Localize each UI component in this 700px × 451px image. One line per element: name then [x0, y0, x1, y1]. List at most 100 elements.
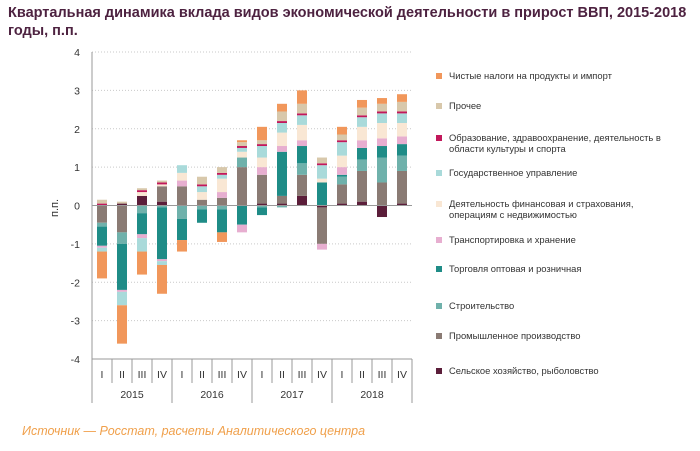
bar-segment [297, 90, 307, 104]
bar-segment [317, 243, 327, 250]
bar-segment [177, 186, 187, 206]
y-tick-label: -3 [71, 316, 80, 328]
bar-segment [217, 167, 227, 173]
bar-segment [237, 205, 247, 225]
bar-segment [297, 146, 307, 164]
y-tick-label: 4 [74, 47, 80, 59]
bar-segment [137, 238, 147, 252]
bar-segment [157, 184, 167, 187]
bar-segment [397, 144, 407, 156]
bar-segment [257, 203, 267, 206]
bar-segment [217, 172, 227, 175]
bar-segment [97, 199, 107, 204]
bar-segment [257, 205, 267, 208]
bar-segment [357, 140, 367, 148]
bar-segment [197, 205, 207, 210]
bar-segment [157, 180, 167, 183]
y-tick-labels: -4 -3 -2 -1 0 1 2 3 4 [71, 47, 81, 366]
legend-label: Промышленное производство [449, 330, 581, 341]
legend-swatch [436, 303, 442, 309]
bar-segment [317, 207, 327, 244]
x-tick-label: IV [157, 369, 167, 381]
bar-segment [277, 203, 287, 206]
bar-segment [257, 174, 267, 204]
y-tick-label: 0 [74, 201, 80, 213]
bar-segment [277, 205, 287, 208]
bar-segment [217, 174, 227, 179]
legend-label: Торговля оптовая и розничная [449, 263, 582, 274]
bar-segment [257, 140, 267, 145]
bar-segment [357, 99, 367, 108]
y-tick-label: 2 [74, 124, 80, 136]
bar-segment [377, 146, 387, 158]
legend-label: Прочее [449, 100, 482, 111]
year-label: 2017 [280, 389, 304, 401]
bar-segment [337, 140, 347, 143]
bar-segment [277, 121, 287, 123]
legend-item: Торговля оптовая и розничная [436, 263, 696, 274]
legend-item: Промышленное производство [436, 330, 696, 341]
bar-segment [137, 195, 147, 206]
bar-segment [157, 259, 167, 262]
bar-segment [177, 180, 187, 187]
bar-segment [157, 207, 167, 260]
bar-segment [377, 111, 387, 114]
bar-segment [157, 261, 167, 265]
bar-segment [117, 201, 127, 204]
legend-label: Сельское хозяйство, рыболовство [449, 365, 599, 376]
legend-swatch [436, 170, 442, 176]
x-tick-label: III [138, 369, 147, 381]
bar-segment [377, 205, 387, 218]
bar-segment [397, 94, 407, 102]
bar-segment [217, 205, 227, 210]
bar-segment [377, 113, 387, 123]
bar-segment [157, 186, 167, 202]
bar-segment [397, 170, 407, 204]
bar-segment [337, 142, 347, 156]
bar-segment [257, 157, 267, 168]
bar-segment [257, 126, 267, 141]
bars [97, 90, 407, 344]
legend-label: Образование, здравоохранение, деятельнос… [449, 132, 661, 154]
bar-segment [137, 213, 147, 235]
legend-label: Деятельность финансовая и страхования, о… [449, 198, 634, 220]
bar-segment [137, 192, 147, 196]
bar-segment [277, 132, 287, 147]
bar-segment [97, 222, 107, 227]
bar-segment [237, 147, 247, 152]
bar-segment [237, 151, 247, 158]
legend-item: Транспортировка и хранение [436, 234, 696, 245]
chart-title: Квартальная динамика вклада видов эконом… [8, 5, 687, 39]
bar-segment [217, 197, 227, 206]
bar-segment [177, 165, 187, 173]
bar-segment [357, 117, 367, 127]
x-tick-label: IV [317, 369, 327, 381]
bar-segment [317, 182, 327, 206]
bar-segment [397, 122, 407, 137]
bar-segment [277, 111, 287, 122]
bar-segment [217, 232, 227, 242]
bar-segment [217, 178, 227, 193]
legend-label: Строительство [449, 300, 515, 311]
bar-segment [157, 201, 167, 206]
legend-item: Сельское хозяйство, рыболовство [436, 365, 696, 376]
legend-label: Чистые налоги на продукты и импорт [449, 70, 612, 81]
legend-swatch [436, 135, 442, 141]
bar-segment [257, 167, 267, 175]
bar-segment [317, 157, 327, 164]
bar-segment [357, 159, 367, 171]
bar-segment [117, 232, 127, 244]
x-tick-label: IV [397, 369, 407, 381]
bar-segment [297, 124, 307, 141]
bar-segment [197, 184, 207, 187]
bar-segment [137, 234, 147, 239]
bar-segment [277, 146, 287, 152]
bar-segment [117, 291, 127, 306]
bar-segment [357, 107, 367, 116]
bar-segment [197, 192, 207, 200]
y-axis-label: п.п. [49, 199, 61, 217]
year-label: 2018 [360, 389, 384, 401]
bar-segment [157, 182, 167, 185]
